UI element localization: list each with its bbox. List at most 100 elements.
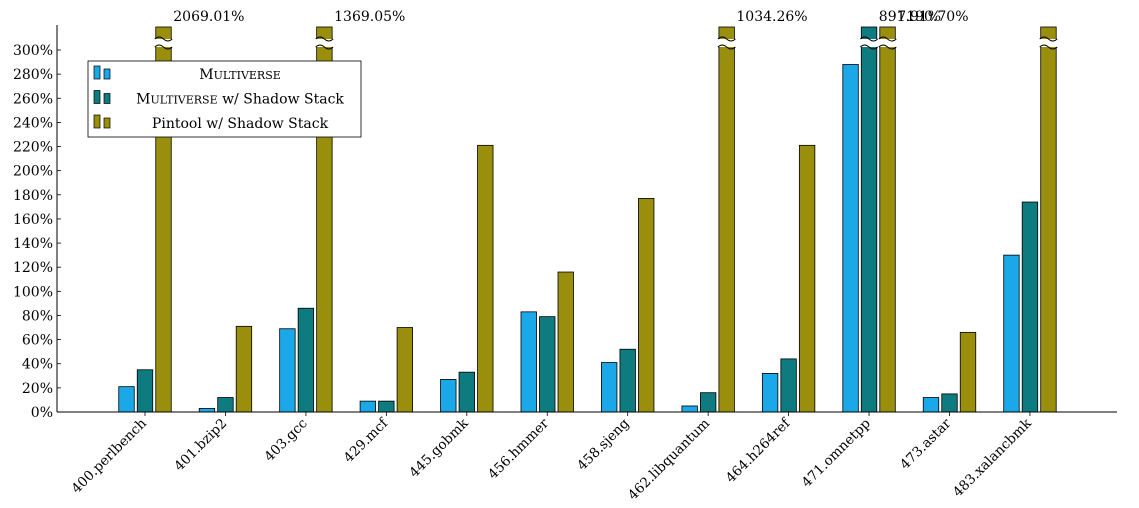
bar-pintool-w-shadow-stack-464-h264ref [798,144,816,413]
bar-pintool-w-shadow-stack-429-mcf [396,327,414,413]
bar-multiverse-445-gobmk [440,379,457,413]
overflow-value-labels: 2069.01% 1369.05% 1034.26% 891.91%7190.70% [173,9,968,25]
axis-break-line [878,44,897,50]
y-tick-label-300: 300% [13,43,53,59]
bar-multiverse-w-shadow-stack-462-libquantum [700,392,717,413]
bar-multiverse-w-shadow-stack-458-sjeng [619,348,636,413]
legend-swatch-multiverse [103,68,111,80]
bar-pintool-w-shadow-stack-445-gobmk [477,144,494,413]
axis-break-gap [860,39,878,47]
y-tick-labels: 0% 20% 40% 60% 80% 100% 120% 140% 160% 180% 200% 22… [13,43,53,421]
axis-break-line [1039,36,1058,42]
value-label-403-gcc: 1369.05% [334,9,405,25]
bar-multiverse-w-shadow-stack-473-astar [941,393,958,413]
axis-break-gap [315,39,334,47]
bar-multiverse-458-sjeng [601,362,618,413]
x-tick-label-464-h264ref: 464.h264ref [723,415,794,486]
bar-multiverse-w-shadow-stack-456-hmmer [539,316,556,413]
bar-pintool-w-shadow-stack-471-omnetpp [879,26,896,413]
y-tick-label-280: 280% [13,67,53,83]
bar-multiverse-401-bzip2 [198,407,216,413]
y-tick-label-160: 160% [13,212,53,228]
axis-break-line [717,36,736,42]
x-tick-label-458-sjeng: 458.sjeng [574,415,633,474]
y-tick-label-260: 260% [13,91,53,107]
axis-break-gap [717,39,736,47]
y-tick-label-40: 40% [22,357,53,373]
axis-break-line [1039,44,1058,50]
axis-break-line [859,36,879,42]
bar-multiverse-462-libquantum [681,405,698,413]
bar-multiverse-w-shadow-stack-464-h264ref [780,358,797,413]
axis-break-line [315,36,334,42]
bar-multiverse-w-shadow-stack-445-gobmk [458,371,475,413]
bar-multiverse-w-shadow-stack-483-xalancbmk [1021,201,1039,413]
axis-break-line [717,44,736,50]
axis-break-gap [1039,39,1058,47]
bar-multiverse-473-astar [922,397,940,413]
x-tick-label-445-gobmk: 445.gobmk [406,415,472,481]
bar-pintool-w-shadow-stack-456-hmmer [557,271,574,413]
legend-swatch-multiverse-w-shadow-stack [93,90,101,104]
legend-label-pintool-w-shadow-stack: Pintool w/ Shadow Stack [152,116,329,132]
y-tick-label-20: 20% [22,381,53,397]
bar-multiverse-429-mcf [359,400,377,413]
axis-break-line [315,44,334,50]
axis-break-line [154,44,173,50]
axis-break-marks [154,36,1058,50]
y-tick-label-240: 240% [13,115,53,131]
bar-multiverse-w-shadow-stack-400-perlbench [136,369,154,413]
axis-break-line [859,44,879,50]
legend-swatch-pintool-w-shadow-stack [93,114,101,129]
legend-label-multiverse: MULTIVERSE [199,67,281,83]
y-tick-label-0: 0% [31,405,53,421]
value-label-400-perlbench: 2069.01% [173,9,244,25]
bar-multiverse-403-gcc [279,328,296,413]
legend-swatch-pintool-w-shadow-stack [103,117,111,129]
value-label-471-omnetpp: 891.91% [879,9,941,25]
bar-multiverse-456-hmmer [520,311,537,413]
y-tick-label-100: 100% [13,284,53,300]
bar-multiverse-w-shadow-stack-429-mcf [378,400,395,413]
x-tick-labels: 400.perlbench 401.bzip2 403.gcc 429.mcf 445.… [68,415,1035,504]
bar-pintool-w-shadow-stack-458-sjeng [638,198,655,413]
x-tick-label-400-perlbench: 400.perlbench [68,415,150,497]
bars-layer [118,26,1057,413]
value-label-471-omnetpp: 7190.70% [897,9,968,25]
y-tick-label-120: 120% [13,260,53,276]
bar-multiverse-483-xalancbmk [1003,254,1020,413]
legend-box [87,60,362,138]
legend-swatch-multiverse [93,65,101,80]
bar-multiverse-471-omnetpp [842,64,859,413]
y-tick-label-60: 60% [22,333,53,349]
x-tick-label-462-libquantum: 462.libquantum [625,415,713,503]
axis-break-line [878,36,897,42]
bar-multiverse-w-shadow-stack-403-gcc [297,307,315,413]
axis-break-gap [878,39,897,47]
bar-multiverse-w-shadow-stack-401-bzip2 [217,397,234,413]
y-tick-label-180: 180% [13,188,53,204]
value-label-462-libquantum: 1034.26% [736,9,807,25]
bar-pintool-w-shadow-stack-401-bzip2 [235,325,253,413]
y-tick-label-200: 200% [13,164,53,180]
x-tick-label-456-hmmer: 456.hmmer [485,415,552,482]
legend-swatch-multiverse-w-shadow-stack [103,93,111,104]
axis-break-gap [154,39,173,47]
x-tick-label-471-omnetpp: 471.omnetpp [799,416,874,491]
axes [56,25,1117,416]
y-tick-label-140: 140% [13,236,53,252]
bar-pintool-w-shadow-stack-462-libquantum [718,26,735,413]
legend-label-multiverse-w-shadow-stack: MULTIVERSE w/ Shadow Stack [136,92,344,108]
bar-multiverse-w-shadow-stack-471-omnetpp [860,26,878,413]
x-tick-label-473-astar: 473.astar [897,415,955,473]
legend: MULTIVERSE MULTIVERSE w/ Shadow Stack Pint… [87,60,362,138]
axis-break-line [154,36,173,42]
bar-pintool-w-shadow-stack-483-xalancbmk [1040,26,1057,413]
bar-multiverse-464-h264ref [761,372,779,413]
x-tick-label-483-xalancbmk: 483.xalancbmk [950,415,1035,500]
bar-pintool-w-shadow-stack-473-astar [959,331,977,413]
bar-multiverse-400-perlbench [118,386,135,413]
x-tick-label-401-bzip2: 401.bzip2 [171,416,230,475]
y-tick-label-80: 80% [22,308,53,324]
